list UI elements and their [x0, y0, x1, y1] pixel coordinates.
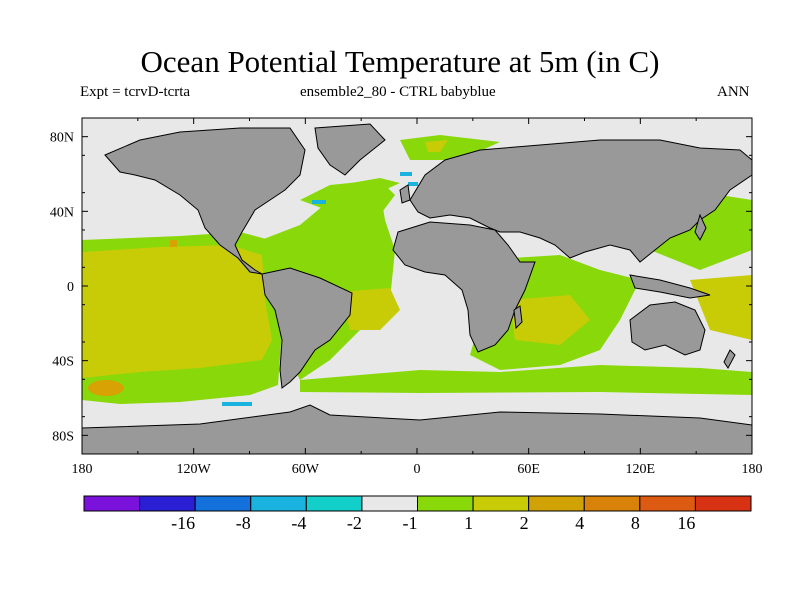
north-pacific-orange-spot: [170, 240, 177, 247]
south-america-land: [261, 267, 353, 389]
y-tick-label: 40S: [52, 355, 74, 370]
colorbar-label: 8: [631, 513, 640, 533]
colorbar-swatch: [694, 495, 752, 512]
x-tick-label: 0: [414, 462, 421, 477]
x-tick-label: 180: [72, 462, 93, 477]
cool-regions: [222, 172, 418, 406]
southern-blue-spot: [222, 402, 252, 406]
uk-land: [399, 184, 411, 204]
colorbar-swatch: [139, 495, 196, 512]
australia-land: [629, 301, 706, 356]
greenland-land: [314, 123, 386, 176]
colorbar-label: 1: [464, 513, 473, 533]
colorbar-swatch: [305, 495, 363, 512]
y-tick-label: 0: [67, 280, 74, 295]
chart-title: Ocean Potential Temperature at 5m (in C): [140, 44, 660, 79]
colorbar-label: -1: [403, 513, 418, 533]
colorbar-label: 16: [677, 513, 695, 533]
africa-land: [392, 221, 536, 353]
experiment-label: Expt = tcrvD-tcrta: [80, 84, 191, 100]
colorbar-swatch: [83, 495, 141, 512]
colorbar-swatch: [528, 495, 585, 512]
east-pacific-olive: [690, 275, 752, 340]
ensemble-label: ensemble2_80 - CTRL babyblue: [300, 84, 496, 100]
map-field: [82, 118, 752, 454]
x-tick-label: 120E: [626, 462, 656, 477]
eurasia-land: [409, 139, 752, 263]
madagascar-land: [513, 305, 523, 330]
colorbar-swatch: [639, 495, 696, 512]
land-masses: [82, 123, 752, 454]
colorbar-swatch: [583, 495, 641, 512]
arctic-olive: [425, 140, 448, 152]
pacific-olive-region: [82, 245, 272, 378]
colorbar-swatch: [250, 495, 307, 512]
nordic-blue-spot: [408, 182, 418, 186]
colorbar-label: -4: [291, 513, 306, 533]
colorbar-label: 2: [520, 513, 529, 533]
colorbar-swatch: [417, 495, 474, 512]
y-tick-label: 40N: [50, 205, 74, 220]
south-atlantic-olive: [340, 288, 400, 330]
arctic-blue-spot: [400, 172, 412, 176]
antarctica-land: [82, 404, 752, 454]
colorbar-label: -16: [171, 513, 195, 533]
north-atlantic-blue-spot: [312, 200, 326, 204]
north-america-land: [104, 127, 306, 275]
japan-land: [694, 213, 707, 242]
colorbar-swatch: [361, 495, 418, 512]
south-pacific-orange-spot: [88, 380, 124, 396]
x-tick-label: 120W: [177, 462, 212, 477]
colorbar-label: 4: [575, 513, 584, 533]
x-tick-label: 60W: [292, 462, 320, 477]
x-tick-label: 180: [742, 462, 763, 477]
colorbar-label: -8: [236, 513, 251, 533]
arctic-green: [400, 135, 500, 160]
x-tick-label: 60E: [517, 462, 540, 477]
indonesia-land: [629, 274, 711, 299]
warm-4-8-regions: [88, 240, 177, 396]
new-zealand-land: [723, 349, 736, 369]
indian-olive: [510, 295, 590, 345]
barents-green: [340, 178, 400, 192]
colorbar-swatch: [472, 495, 530, 512]
axes: 180 120W 60W 0 60E 120E 180 80N 40N 0 40S 80S: [50, 117, 763, 477]
colorbar: -16 -8 -4 -2 -1 1 2 4 8 16: [83, 495, 752, 533]
warm-2-4-regions: [82, 140, 752, 378]
y-tick-label: 80N: [50, 131, 74, 146]
colorbar-swatch: [194, 495, 252, 512]
colorbar-label: -2: [347, 513, 362, 533]
southern-ocean-green: [300, 365, 752, 395]
y-tick-label: 80S: [52, 429, 74, 444]
season-label: ANN: [717, 84, 750, 100]
